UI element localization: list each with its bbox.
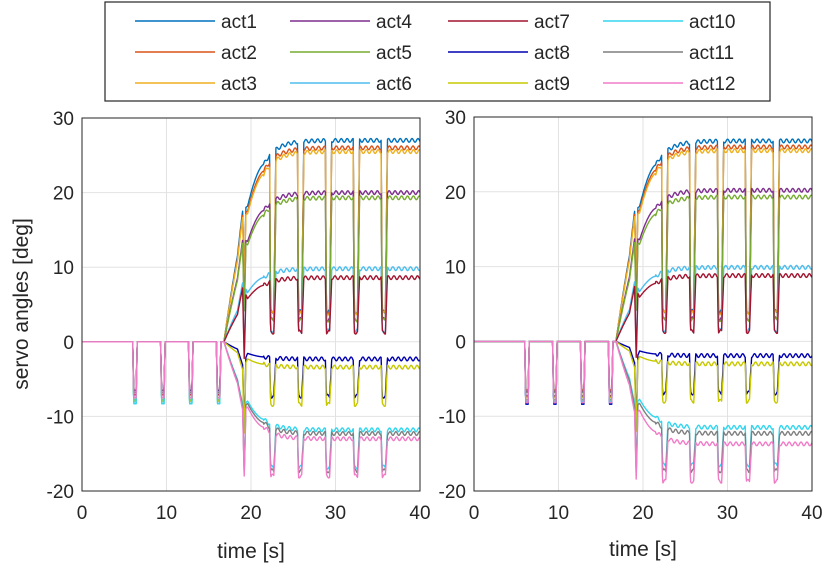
- legend: act1 act2 act3 act4 act5 act6 act7 act8 act9 act1…: [104, 1, 771, 102]
- legend-label-act1: act1: [221, 12, 257, 33]
- right-xlabel: time [s]: [609, 538, 677, 561]
- left-xtick-label: 30: [325, 503, 346, 524]
- right-xtick-label: 0: [469, 503, 480, 524]
- legend-label-act8: act8: [534, 43, 570, 64]
- right-xtick-label: 30: [717, 503, 738, 524]
- left-xtick-label: 0: [77, 503, 88, 524]
- right-ytick-label: 30: [445, 108, 466, 129]
- right-xtick-label: 20: [632, 503, 653, 524]
- legend-label-act6: act6: [376, 74, 412, 95]
- legend-label-act12: act12: [689, 74, 735, 95]
- left-xtick-label: 40: [409, 503, 430, 524]
- left-xlabel: time [s]: [217, 540, 285, 563]
- legend-label-act5: act5: [376, 43, 412, 64]
- legend-label-act9: act9: [534, 74, 570, 95]
- right-ytick-label: 20: [445, 183, 466, 204]
- legend-label-act11: act11: [689, 43, 734, 64]
- legend-label-act10: act10: [689, 12, 735, 33]
- left-ytick-label: 0: [63, 333, 74, 354]
- left-ylabel: servo angles [deg]: [10, 218, 33, 390]
- right-ytick-label: 10: [445, 258, 466, 279]
- left-ytick-label: 30: [53, 109, 74, 130]
- left-ytick-label: -10: [47, 407, 74, 428]
- right-series-act12: [473, 340, 813, 484]
- left-ytick-label: 20: [53, 184, 74, 205]
- right-chart: 0 10 20 30 40 -20 -10 0 10 20 30 time [s]: [439, 108, 823, 561]
- legend-label-act3: act3: [221, 74, 257, 95]
- left-ytick-label: 10: [53, 258, 74, 279]
- left-axes-frame: [81, 117, 421, 492]
- left-ytick-label: -20: [47, 482, 74, 503]
- right-ytick-label: -20: [439, 482, 466, 503]
- legend-label-act2: act2: [221, 43, 257, 64]
- right-ytick-label: 0: [455, 332, 466, 353]
- left-xtick-label: 20: [240, 503, 261, 524]
- right-ytick-label: -10: [439, 407, 466, 428]
- legend-label-act7: act7: [534, 12, 570, 33]
- right-axes-frame: [473, 116, 813, 492]
- left-series-act12: [81, 341, 421, 479]
- left-xtick-label: 10: [156, 503, 177, 524]
- left-chart: 0 10 20 30 40 -20 -10 0 10 20 30 time [s] servo an…: [10, 109, 431, 563]
- right-xtick-label: 40: [801, 503, 822, 524]
- legend-label-act4: act4: [376, 12, 412, 33]
- right-xtick-label: 10: [548, 503, 569, 524]
